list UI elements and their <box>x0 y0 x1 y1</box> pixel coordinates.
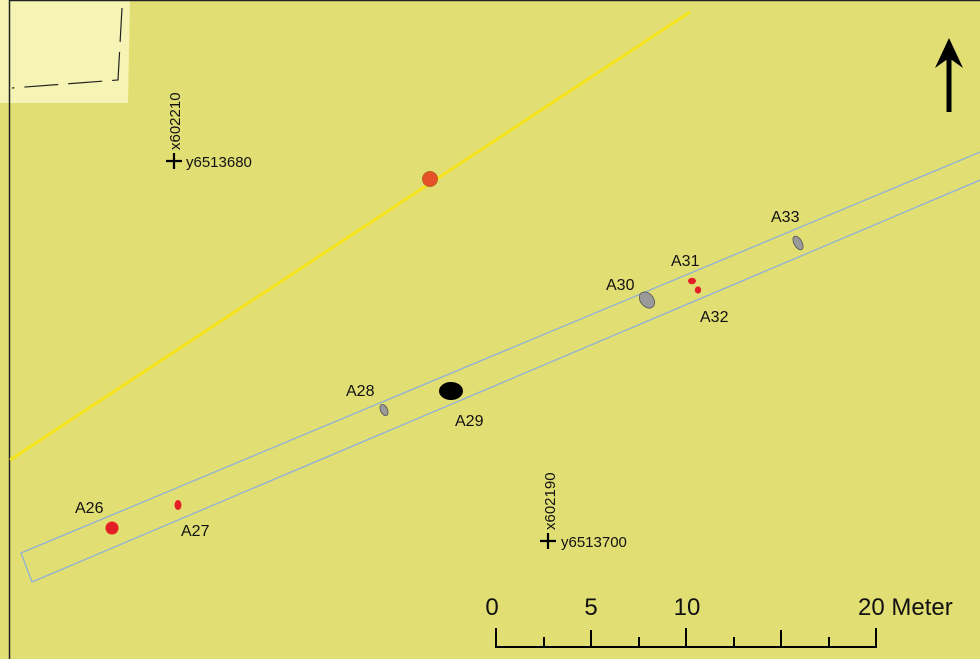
map-frame <box>8 0 980 659</box>
feature-label-a26: A26 <box>75 500 104 517</box>
coordinate-y-label: y6513700 <box>561 534 627 551</box>
coordinate-x-label: x602210 <box>167 92 184 150</box>
scale-label-10: 10 <box>674 594 701 621</box>
scale-label-0: 0 <box>485 594 498 621</box>
crosshair-icon <box>166 153 182 169</box>
orange-feature <box>422 171 438 187</box>
scale-label-20-meter: 20 Meter <box>858 594 953 621</box>
north-arrow-icon <box>935 38 963 112</box>
road-line <box>9 10 691 462</box>
coordinate-y-label: y6513680 <box>186 154 252 171</box>
feature-label-a27: A27 <box>181 523 210 540</box>
scale-bar: 0 5 10 20 Meter <box>485 594 953 648</box>
coordinate-x-label: x602190 <box>542 472 559 530</box>
feature-a29-mark <box>439 382 463 400</box>
feature-a33-mark <box>792 235 804 251</box>
feature-a28-mark <box>379 403 389 417</box>
feature-a31-mark <box>688 277 696 285</box>
dashed-boundary <box>11 7 123 89</box>
feature-label-a32: A32 <box>700 309 729 326</box>
feature-a27-mark <box>174 500 182 510</box>
feature-a30-mark <box>638 291 656 309</box>
light-area <box>0 0 130 103</box>
feature-label-a33: A33 <box>771 209 800 226</box>
coordinate-marker-1: x602210 y6513680 <box>166 92 252 171</box>
feature-label-a28: A28 <box>346 383 375 400</box>
feature-label-a29: A29 <box>455 413 484 430</box>
coordinate-marker-2: x602190 y6513700 <box>540 472 627 551</box>
crosshair-icon <box>540 533 556 549</box>
feature-a26-mark <box>105 521 119 535</box>
feature-label-a30: A30 <box>606 277 635 294</box>
scale-label-5: 5 <box>584 594 597 621</box>
feature-label-a31: A31 <box>671 253 700 270</box>
feature-a32-mark <box>694 286 702 294</box>
trench-outline <box>20 151 980 583</box>
